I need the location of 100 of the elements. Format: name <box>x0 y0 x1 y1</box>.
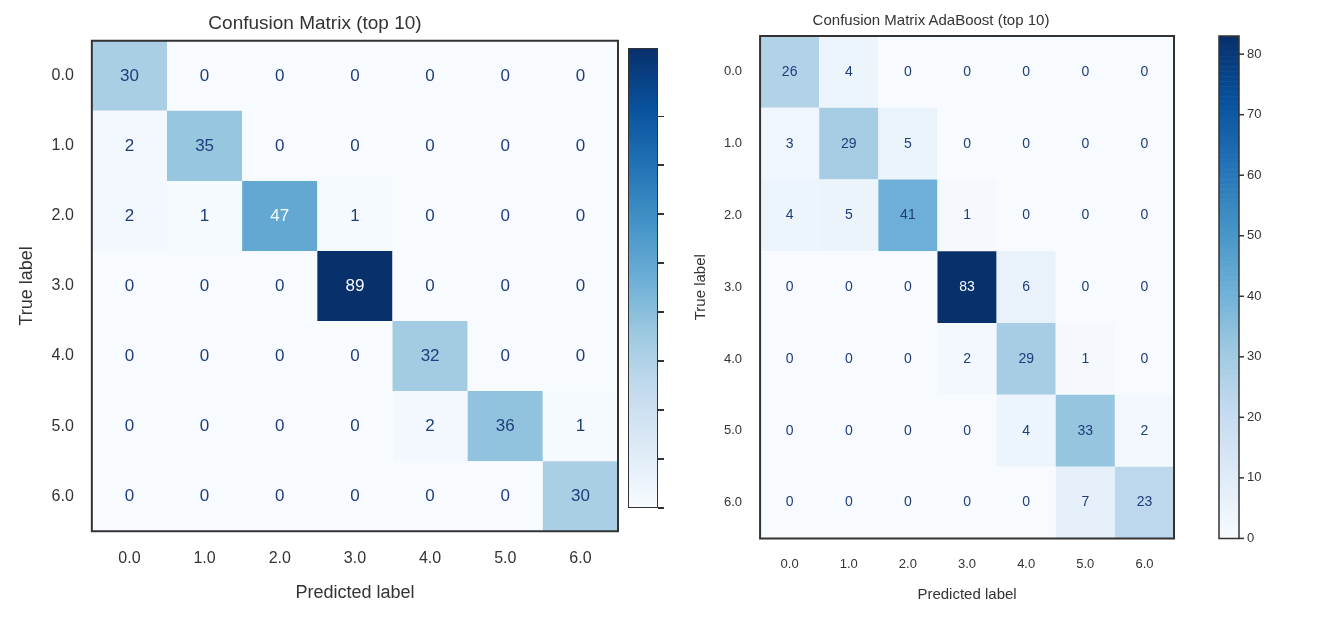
data-label: 0 <box>844 349 853 366</box>
data-label: 2 <box>1140 421 1149 438</box>
x-tick-label: 1.0 <box>839 555 858 571</box>
y-tick-label: 6.0 <box>723 494 743 510</box>
color-bar-label: 50 <box>1247 227 1262 243</box>
data-label: 0 <box>1140 349 1149 366</box>
x-tick-label: 2.0 <box>898 555 917 571</box>
data-label: 26 <box>781 62 798 79</box>
data-label: 0 <box>1022 134 1031 151</box>
data-label: 0 <box>844 493 853 510</box>
data-label: 2 <box>124 205 135 225</box>
data-label: 0 <box>1081 278 1090 295</box>
data-label: 0 <box>199 485 210 505</box>
x-tick-label: 0.0 <box>118 549 141 567</box>
data-label: 0 <box>500 485 510 505</box>
data-label: 0 <box>785 349 794 366</box>
data-label: 0 <box>904 493 912 510</box>
data-label: 0 <box>425 135 435 155</box>
data-label: 6 <box>1022 278 1031 295</box>
data-label: 0 <box>199 345 210 365</box>
data-label: 0 <box>1022 62 1031 79</box>
y-tick-label: 6.0 <box>51 486 74 504</box>
data-label: 0 <box>1140 62 1149 79</box>
color-bar-label: 10 <box>1247 469 1262 485</box>
y-tick-label: 3.0 <box>51 276 74 294</box>
data-label: 0 <box>199 65 210 85</box>
x-tick-label: 2.0 <box>268 549 291 567</box>
data-label: 3 <box>785 134 794 151</box>
data-label: 0 <box>275 485 285 505</box>
chart-title: Confusion Matrix AdaBoost (top 10) <box>812 11 1050 29</box>
y-tick-label: 4.0 <box>723 350 743 366</box>
data-label: 0 <box>500 205 510 225</box>
data-label: 0 <box>904 421 912 438</box>
data-label: 0 <box>575 135 586 155</box>
y-tick-label: 4.0 <box>51 346 74 364</box>
data-label: 1 <box>350 205 360 225</box>
data-label: 2 <box>425 415 435 435</box>
x-tick-label: 6.0 <box>1135 555 1154 571</box>
x-tick-label: 0.0 <box>780 555 799 571</box>
color-bar-label: 60 <box>1247 166 1262 182</box>
data-label: 83 <box>959 278 976 295</box>
data-label: 0 <box>124 415 135 435</box>
chart-title: Confusion Matrix (top 10) <box>208 11 422 33</box>
data-label: 36 <box>495 415 515 435</box>
data-label: 1 <box>575 415 586 435</box>
y-tick-label: 2.0 <box>723 207 743 223</box>
data-label: 0 <box>199 415 210 435</box>
data-label: 0 <box>350 65 360 85</box>
data-label: 0 <box>575 345 586 365</box>
color-bar-label: 80 <box>1247 45 1262 61</box>
data-label: 0 <box>963 134 972 151</box>
y-tick-label: 0.0 <box>51 66 74 84</box>
y-tick-label: 5.0 <box>723 422 743 438</box>
y-tick-label: 2.0 <box>51 206 74 224</box>
data-label: 7 <box>1081 493 1090 510</box>
data-label: 0 <box>1022 493 1031 510</box>
data-label: 4 <box>1022 421 1031 438</box>
x-tick-label: 3.0 <box>958 555 977 571</box>
data-label: 0 <box>844 421 853 438</box>
data-label: 1 <box>1081 349 1090 366</box>
data-label: 0 <box>575 275 586 295</box>
x-tick-label: 1.0 <box>193 549 216 567</box>
data-label: 41 <box>900 206 916 223</box>
data-label: 30 <box>570 485 590 505</box>
data-label: 0 <box>963 493 972 510</box>
data-label: 89 <box>345 275 365 295</box>
y-axis-title: True label <box>15 246 36 326</box>
data-label: 0 <box>844 278 853 295</box>
color-bar-label: 20 <box>1247 408 1262 424</box>
data-label: 4 <box>785 206 794 223</box>
data-label: 0 <box>275 275 285 295</box>
data-label: 0 <box>275 65 285 85</box>
data-label: 0 <box>124 485 135 505</box>
data-label: 0 <box>124 275 135 295</box>
y-axis-title: True label <box>691 254 709 321</box>
color-bar-label: 70 <box>1247 106 1262 122</box>
data-label: 1 <box>199 205 210 225</box>
x-tick-label: 3.0 <box>343 549 367 567</box>
data-label: 2 <box>963 349 972 366</box>
data-label: 0 <box>199 275 210 295</box>
x-axis-title: Predicted label <box>295 582 415 603</box>
data-label: 0 <box>1140 278 1149 295</box>
x-tick-label: 4.0 <box>1017 555 1036 571</box>
data-label: 0 <box>350 345 360 365</box>
data-label: 0 <box>425 275 435 295</box>
color-bar-label: 0 <box>1247 529 1255 545</box>
data-label: 0 <box>904 62 912 79</box>
color-bar-label: 30 <box>1247 348 1262 364</box>
data-label: 0 <box>425 205 435 225</box>
data-label: 29 <box>840 134 857 151</box>
y-tick-label: 1.0 <box>51 136 74 154</box>
data-label: 0 <box>1081 62 1090 79</box>
data-label: 0 <box>1081 134 1090 151</box>
data-label: 0 <box>904 349 912 366</box>
data-label: 1 <box>963 206 972 223</box>
data-label: 0 <box>275 415 285 435</box>
data-label: 0 <box>963 421 972 438</box>
data-label: 0 <box>500 345 510 365</box>
data-label: 0 <box>1140 134 1149 151</box>
data-label: 0 <box>575 205 586 225</box>
